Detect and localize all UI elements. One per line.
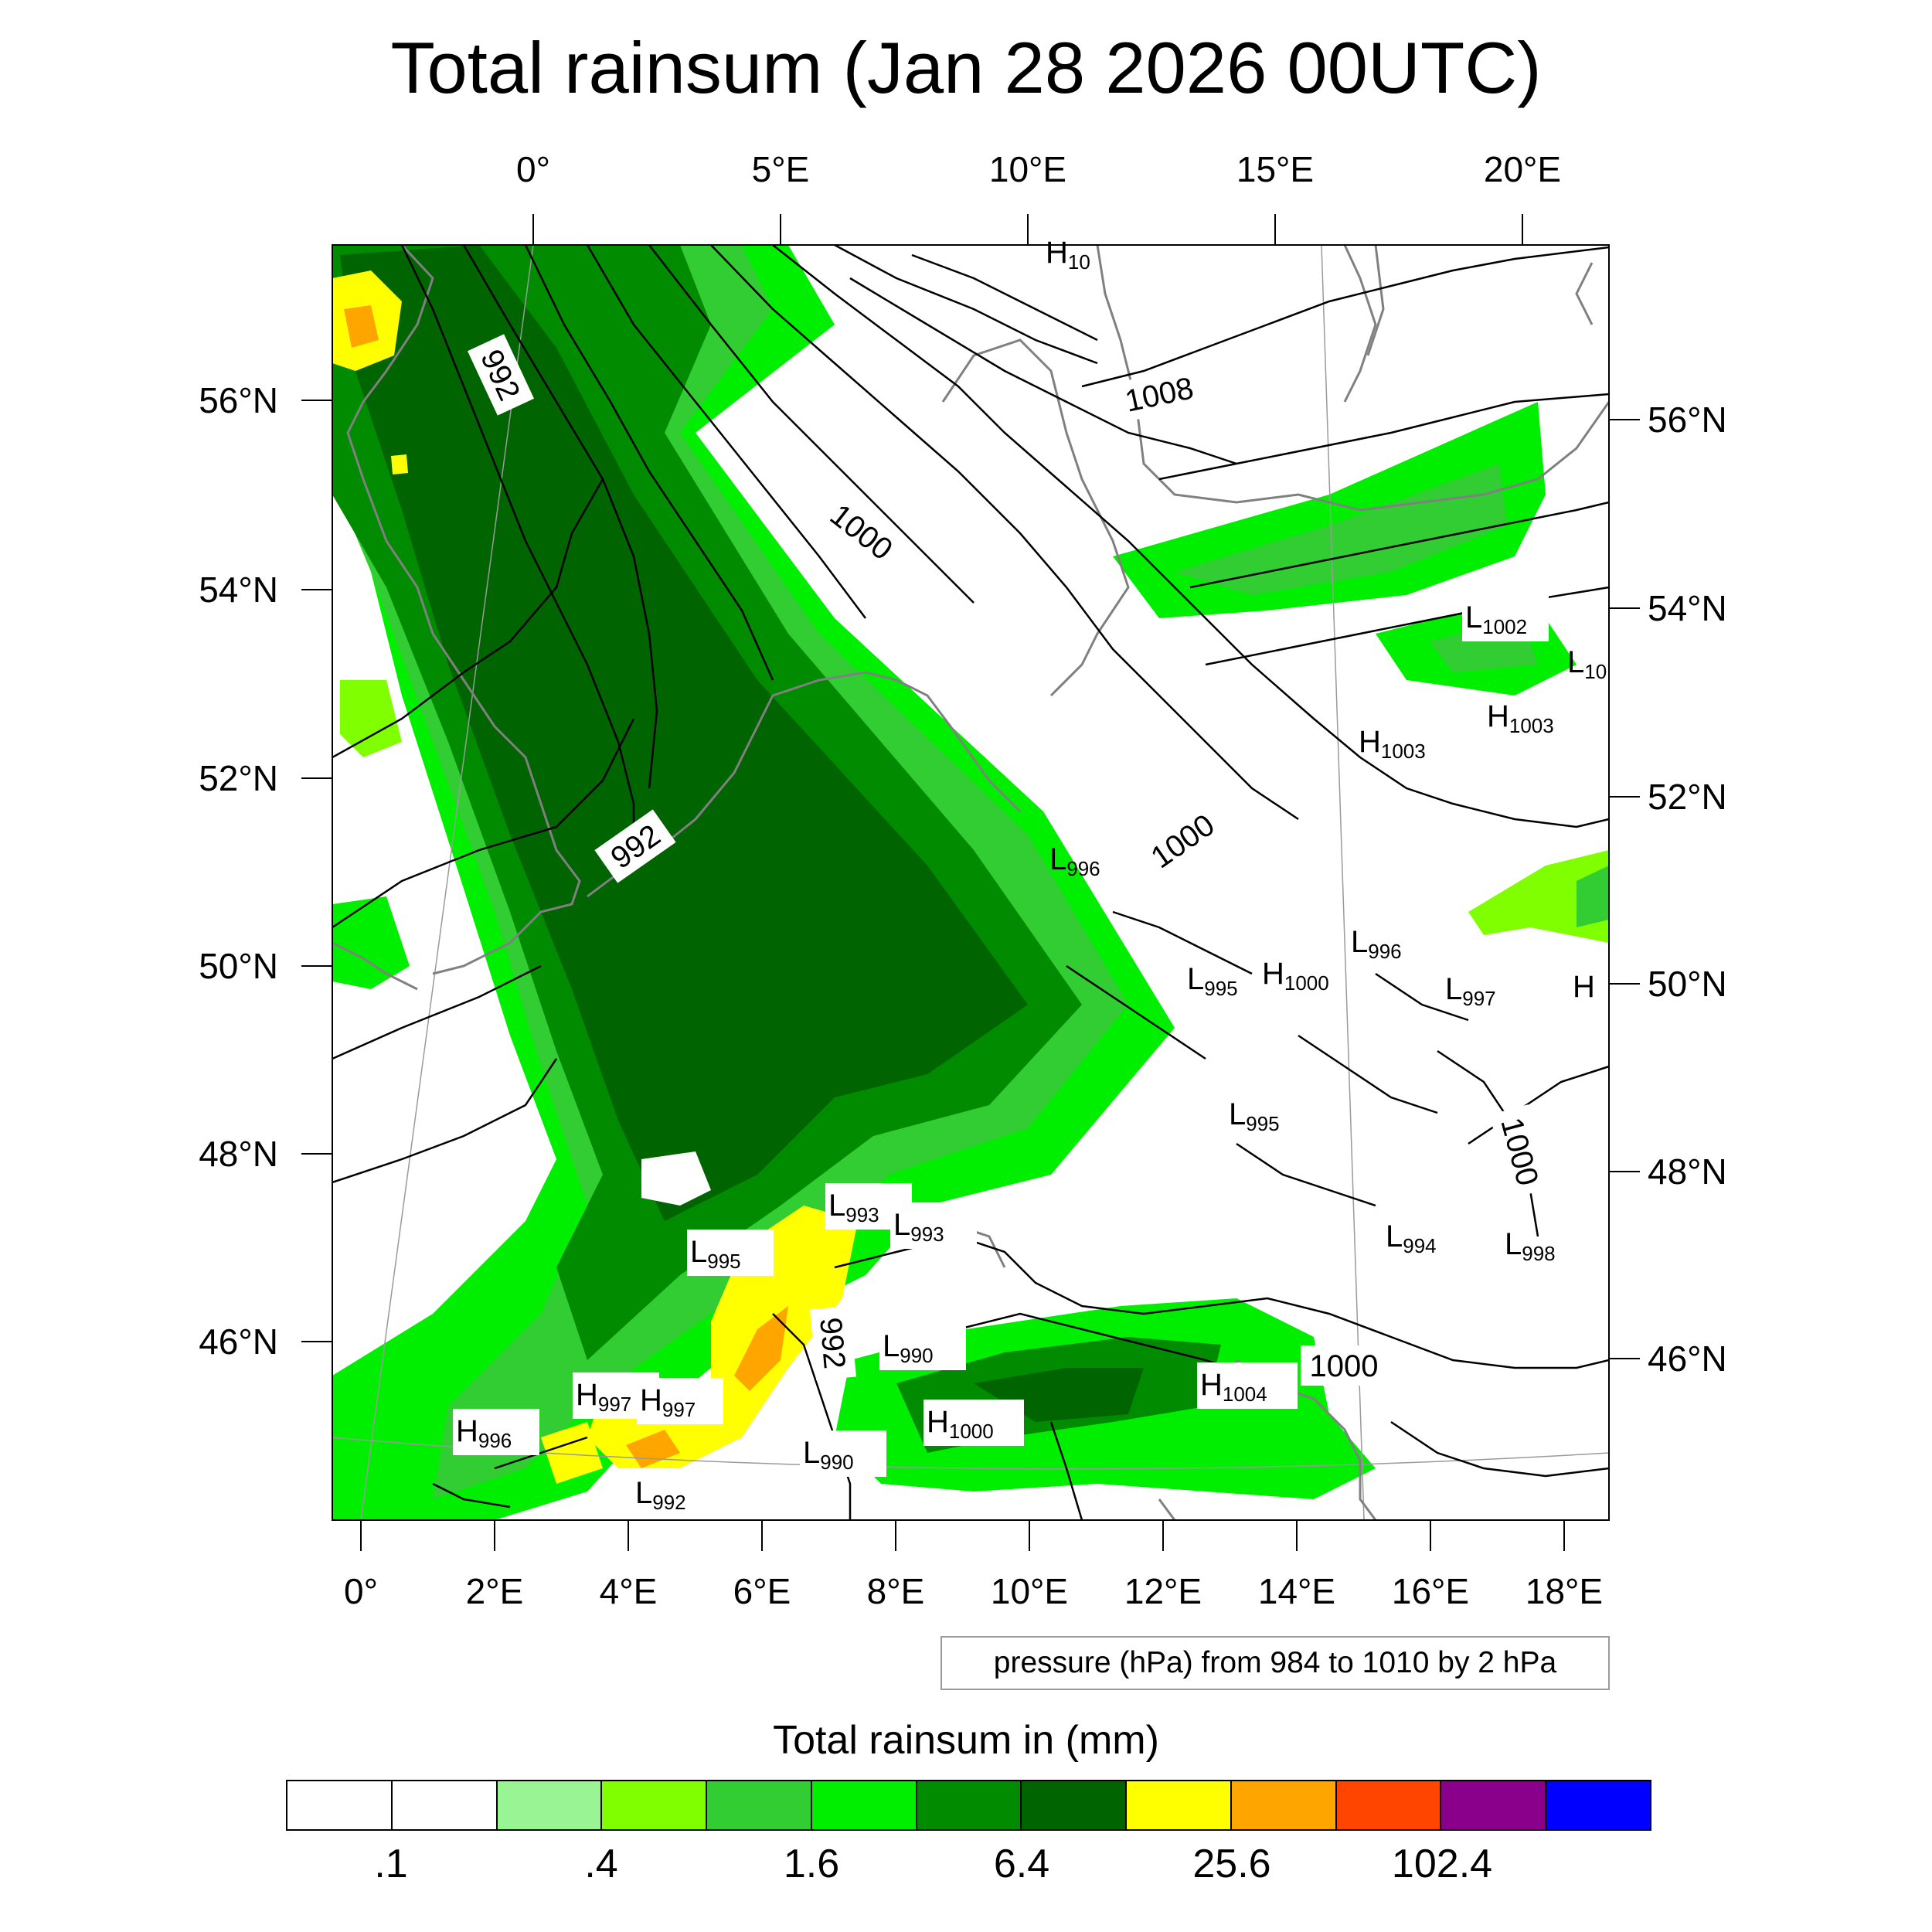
- pressure-center-label: H10: [1046, 236, 1090, 274]
- right-lat-labels: 56°N 54°N 52°N 50°N 48°N 46°N: [1648, 400, 1727, 1379]
- left-lat-label: 50°N: [199, 946, 278, 986]
- bottom-lon-label: 14°E: [1258, 1571, 1335, 1611]
- pressure-center-label: L995: [1229, 1097, 1280, 1135]
- right-lat-label: 50°N: [1648, 964, 1727, 1004]
- isobars: [332, 245, 1609, 1520]
- tick-marks: [301, 214, 1640, 1551]
- pressure-center-label: H1003: [1359, 725, 1426, 763]
- pressure-center-label: L10: [1567, 645, 1607, 683]
- pressure-centers: H10 L1002 L10 H1003 H1003 L996 L996 L995…: [453, 236, 1607, 1517]
- pressure-center-label: H997: [640, 1383, 696, 1421]
- pressure-center-label: L996: [1351, 925, 1402, 963]
- pressure-center-label: H1004: [1200, 1368, 1267, 1406]
- pressure-center-label: L998: [1505, 1227, 1556, 1265]
- left-lat-label: 54°N: [199, 570, 278, 610]
- colorbar-bin: [1127, 1781, 1232, 1829]
- pressure-center-label: H1003: [1487, 699, 1554, 737]
- rain-west-patch-2: [340, 680, 402, 757]
- colorbar-title: Total rainsum in (mm): [773, 1718, 1159, 1763]
- colorbar-label: .4: [584, 1842, 618, 1886]
- rain-nw-yellow-2: [391, 454, 408, 474]
- pressure-center-label: H1000: [927, 1405, 994, 1443]
- top-lon-label: 10°E: [989, 149, 1066, 189]
- colorbar: [286, 1780, 1651, 1831]
- pressure-center-label: H: [1573, 970, 1595, 1004]
- top-lon-label: 15°E: [1236, 149, 1314, 189]
- left-lat-label: 46°N: [199, 1321, 278, 1362]
- colorbar-bin: [1022, 1781, 1128, 1829]
- rain-east-band-dark: [1175, 464, 1507, 595]
- rain-nw-orange: [344, 305, 379, 348]
- rain-far-east-dark: [1577, 866, 1609, 927]
- pressure-center-label: H1000: [1262, 957, 1329, 995]
- pressure-center-label: L993: [828, 1189, 879, 1226]
- bottom-lon-label: 16°E: [1392, 1571, 1469, 1611]
- top-lon-label: 20°E: [1484, 149, 1561, 189]
- pressure-center-label: L997: [1445, 972, 1496, 1010]
- colorbar-bin: [1336, 1781, 1442, 1829]
- pressure-center-label: L996: [1049, 842, 1100, 880]
- isobar-label: 1000: [1310, 1349, 1379, 1383]
- colorbar-bin: [602, 1781, 708, 1829]
- bottom-lon-label: 4°E: [600, 1571, 658, 1611]
- colorbar-bin: [1231, 1781, 1337, 1829]
- right-lat-label: 52°N: [1648, 777, 1727, 817]
- colorbar-label: 102.4: [1391, 1842, 1493, 1886]
- pressure-center-label: L994: [1386, 1219, 1437, 1257]
- bottom-lon-label: 0°: [344, 1571, 378, 1611]
- right-lat-label: 54°N: [1648, 588, 1727, 628]
- pressure-center-label: L995: [690, 1235, 741, 1273]
- left-lat-label: 52°N: [199, 758, 278, 798]
- bottom-lon-label: 12°E: [1124, 1571, 1202, 1611]
- isobar-label: 1008: [1122, 371, 1196, 419]
- colorbar-bin: [707, 1781, 812, 1829]
- pressure-center-label: L993: [893, 1208, 944, 1246]
- pressure-contour-note: pressure (hPa) from 984 to 1010 by 2 hPa: [940, 1636, 1610, 1690]
- map-title: Total rainsum (Jan 28 2026 00UTC): [390, 27, 1542, 108]
- rain-heavy-orange: [734, 1306, 788, 1391]
- colorbar-bin: [392, 1781, 498, 1829]
- rain-west-patch: [332, 896, 410, 989]
- top-lon-label: 0°: [516, 149, 550, 189]
- rain-free-gap: [641, 1151, 711, 1206]
- colorbar-bin: [811, 1781, 917, 1829]
- right-lat-label: 56°N: [1648, 400, 1727, 440]
- left-lat-label: 48°N: [199, 1134, 278, 1174]
- map-frame: [332, 244, 1610, 1521]
- colorbar-bin: [1546, 1781, 1650, 1829]
- top-lon-label: 5°E: [752, 149, 810, 189]
- top-lon-labels: 0° 5°E 10°E 15°E 20°E: [516, 149, 1561, 189]
- right-lat-label: 48°N: [1648, 1151, 1727, 1192]
- colorbar-label: .1: [374, 1842, 408, 1886]
- colorbar-label: 1.6: [783, 1842, 840, 1886]
- left-lat-labels: 56°N 54°N 52°N 50°N 48°N 46°N: [199, 380, 278, 1362]
- bottom-lon-label: 2°E: [466, 1571, 524, 1611]
- pressure-center-label: H996: [456, 1414, 512, 1452]
- colorbar-label: 25.6: [1192, 1842, 1271, 1886]
- colorbar-bin: [287, 1781, 393, 1829]
- pressure-center-label: L992: [635, 1476, 686, 1514]
- right-lat-label: 46°N: [1648, 1338, 1727, 1379]
- bottom-lon-label: 8°E: [867, 1571, 925, 1611]
- pressure-center-label: L995: [1187, 962, 1238, 1000]
- pressure-center-label: L990: [883, 1329, 934, 1367]
- isobar-label: 992: [813, 1316, 852, 1370]
- colorbar-bin: [1441, 1781, 1547, 1829]
- rain-far-east: [1468, 850, 1609, 943]
- bottom-lon-label: 6°E: [733, 1571, 791, 1611]
- precipitation-field: [332, 245, 1609, 1520]
- left-lat-label: 56°N: [199, 380, 278, 420]
- bottom-lon-label: 18°E: [1526, 1571, 1603, 1611]
- rain-heavy-yellow: [587, 1206, 858, 1468]
- bottom-lon-labels: 0° 2°E 4°E 6°E 8°E 10°E 12°E 14°E 16°E 1…: [344, 1571, 1603, 1611]
- bottom-lon-label: 10°E: [991, 1571, 1068, 1611]
- pressure-center-label: L990: [803, 1436, 854, 1474]
- colorbar-bin: [917, 1781, 1022, 1829]
- pressure-center-label: L1002: [1465, 600, 1527, 638]
- colorbar-bin: [497, 1781, 603, 1829]
- rain-band-darkest: [340, 245, 1028, 1221]
- pressure-center-label: H997: [576, 1378, 631, 1416]
- colorbar-label: 6.4: [993, 1842, 1050, 1886]
